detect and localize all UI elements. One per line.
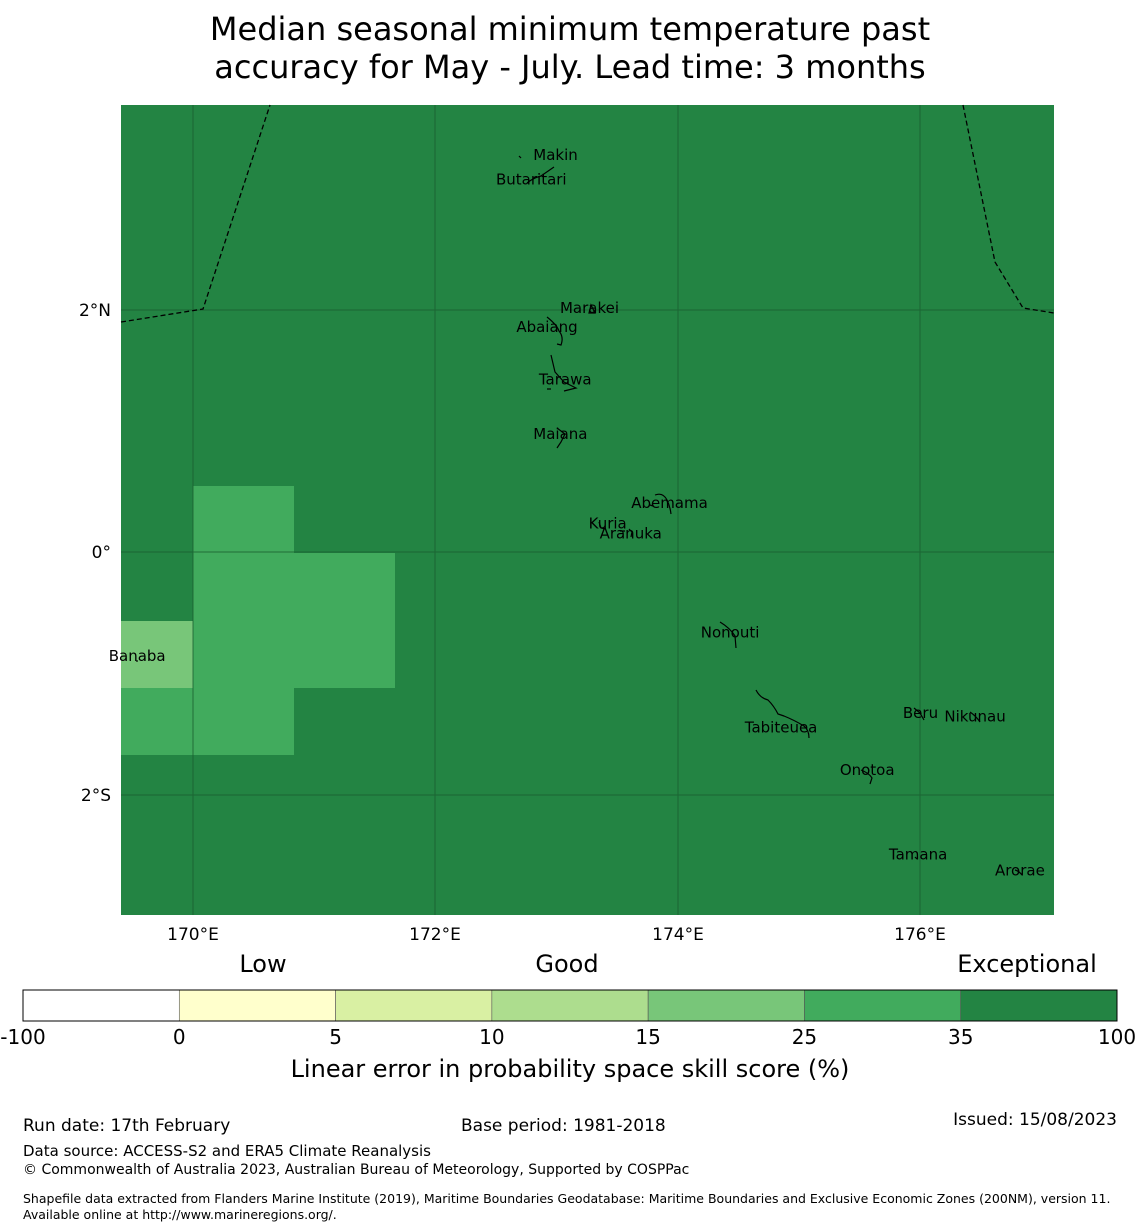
eez-boundary-west — [120, 104, 271, 323]
island-outline-tamana — [914, 856, 918, 860]
island-outline-nonouti — [719, 621, 737, 649]
lon-label-174e: 174°E — [652, 925, 704, 945]
colorbar-tick-label: 15 — [635, 1025, 660, 1049]
island-label-onotoa: Onotoa — [840, 761, 895, 779]
island-outline-arorae — [1014, 869, 1023, 876]
colorbar-ticks: -100 0 5 10 15 25 35 100 — [0, 1025, 1136, 1049]
island-label-abemama: Abemama — [631, 494, 708, 512]
island-label-banaba: Banaba — [109, 647, 166, 665]
base-period: Base period: 1981-2018 — [461, 1116, 666, 1136]
colorbar-tick-label: 5 — [329, 1025, 342, 1049]
run-date: Run date: 17th February — [23, 1116, 231, 1136]
island-label-tarawa: Tarawa — [538, 370, 592, 388]
colorbar-tick-label: 35 — [948, 1025, 973, 1049]
lat-label-equator: 0° — [92, 543, 111, 563]
island-label-aranuka: Aranuka — [600, 524, 662, 542]
colorbar-segment — [491, 989, 649, 1022]
shapefile-credit: Shapefile data extracted from Flanders M… — [23, 1191, 1111, 1222]
island-label-maiana: Maiana — [533, 425, 587, 443]
skill-cell — [193, 553, 395, 688]
island-outline-maiana — [556, 427, 566, 449]
island-outline-makin — [518, 155, 522, 159]
category-label-exceptional: Exceptional — [957, 950, 1097, 978]
colorbar-segment — [178, 989, 336, 1022]
colorbar-tick-label: 10 — [479, 1025, 504, 1049]
lon-label-172e: 172°E — [409, 925, 461, 945]
map-title-line1: Median seasonal minimum temperature past — [209, 10, 931, 48]
colorbar-tick-label: 100 — [1098, 1025, 1136, 1049]
eez-boundary-east — [962, 104, 1055, 314]
colorbar-tick-label: 0 — [173, 1025, 186, 1049]
island-label-nonouti: Nonouti — [701, 624, 760, 642]
lon-label-170e: 170°E — [167, 925, 219, 945]
issued-date: Issued: 15/08/2023 — [953, 1110, 1117, 1130]
island-label-makin: Makin — [533, 146, 578, 164]
island-outline-onotoa — [860, 769, 873, 785]
colorbar-segment — [804, 989, 962, 1022]
island-outline-nikunau — [969, 711, 981, 723]
colorbar-tick-label: -100 — [0, 1025, 45, 1049]
island-outline-abemama — [649, 493, 672, 515]
island-label-beru: Beru — [903, 704, 938, 722]
colorbar-segment — [647, 989, 805, 1022]
island-outline-aranuka — [620, 528, 633, 538]
colorbar-segment — [335, 989, 493, 1022]
island-label-arorae: Arorae — [995, 861, 1045, 879]
map-title-line2: accuracy for May - July. Lead time: 3 mo… — [214, 48, 926, 86]
skill-cell — [121, 688, 294, 755]
copyright: © Commonwealth of Australia 2023, Austra… — [23, 1162, 690, 1178]
island-label-kuria: Kuria — [589, 515, 627, 533]
colorbar-segments — [22, 989, 1118, 1022]
island-label-marakei: Marakei — [560, 299, 619, 317]
colorbar: Low Good Exceptional -100 0 5 10 15 25 35 100 L… — [0, 950, 1136, 1083]
island-label-butaritari: Butaritari — [496, 170, 567, 188]
colorbar-segment — [960, 989, 1118, 1022]
island-outline-tabiteuea — [755, 689, 810, 739]
island-outline-beru — [913, 707, 925, 721]
island-outline-butaritari — [526, 166, 555, 184]
lat-label-2n: 2°N — [79, 301, 111, 321]
map-gridlines — [121, 105, 1054, 915]
category-label-low: Low — [239, 950, 286, 978]
island-outline-kuria — [598, 521, 607, 530]
colorbar-title: Linear error in probability space skill … — [291, 1055, 850, 1083]
lon-label-176e: 176°E — [894, 925, 946, 945]
island-outline-tarawa — [547, 354, 578, 392]
island-label-tamana: Tamana — [888, 846, 947, 864]
island-label-abaiang: Abaiang — [516, 318, 577, 336]
category-label-good: Good — [535, 950, 598, 978]
colorbar-tick-label: 25 — [792, 1025, 817, 1049]
colorbar-frame — [22, 989, 1118, 1022]
island-outlines — [136, 155, 1023, 876]
skill-cell — [121, 621, 193, 688]
island-outline-abaiang — [546, 316, 563, 346]
map-title: Median seasonal minimum temperature past… — [0, 10, 1140, 86]
lat-label-2s: 2°S — [81, 786, 111, 806]
island-outline-marakei — [588, 303, 596, 314]
colorbar-segment — [22, 989, 180, 1022]
data-source: Data source: ACCESS-S2 and ERA5 Climate … — [23, 1142, 431, 1160]
skill-cell — [193, 486, 294, 553]
island-label-tabiteuea: Tabiteuea — [744, 718, 818, 736]
eez-boundaries — [120, 104, 1055, 323]
island-label-nikunau: Nikunau — [944, 707, 1005, 725]
